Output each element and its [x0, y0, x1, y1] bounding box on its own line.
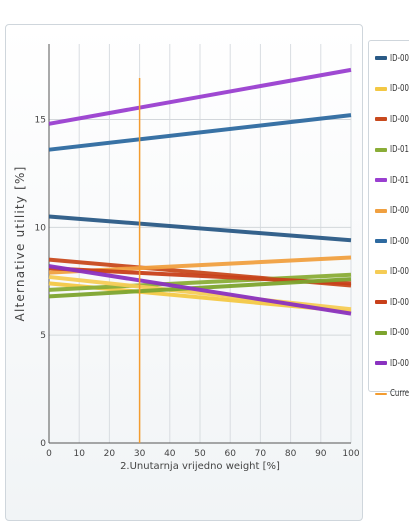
- y-tick-label: 10: [35, 223, 47, 233]
- x-axis-title: 2.Unutarnja vrijedno weight [%]: [120, 461, 280, 472]
- legend-swatch: [375, 269, 387, 274]
- legend-label: ID-009: [390, 205, 409, 216]
- series-line-id-011: [48, 67, 352, 126]
- series-line-id-005: [48, 214, 352, 243]
- x-tick-label: 40: [164, 449, 176, 459]
- x-tick-label: 60: [224, 449, 236, 459]
- legend-item-id-002: ID-002: [375, 356, 409, 370]
- legend-item-id-005: ID-005: [375, 51, 409, 65]
- legend-swatch: [375, 147, 387, 152]
- x-tick-label: 30: [134, 449, 146, 459]
- legend-item-id-011: ID-011: [375, 173, 409, 187]
- legend-swatch: [375, 208, 387, 213]
- legend-item-current: Current: [375, 387, 409, 401]
- legend-item-id-009: ID-009: [375, 204, 409, 218]
- legend-label: ID-008: [390, 266, 409, 277]
- legend-label: Current: [390, 388, 409, 399]
- legend-swatch: [375, 392, 387, 395]
- legend-swatch: [375, 86, 387, 91]
- legend-label: ID-011: [390, 174, 409, 186]
- legend-swatch: [375, 56, 387, 60]
- series-line-id-010: [48, 272, 352, 292]
- series-line-id-002: [48, 264, 352, 316]
- legend: ID-005 ID-003 ID-004 ID-010 ID-011 ID-009 ID-0…: [368, 40, 409, 399]
- legend-label: ID-003: [390, 83, 409, 94]
- legend-swatch: [375, 300, 387, 304]
- x-tick-label: 100: [342, 449, 359, 459]
- legend-item-id-001: ID-001: [375, 234, 409, 248]
- legend-swatch: [375, 330, 387, 335]
- x-tick-label: 10: [73, 449, 85, 459]
- x-tick-label: 80: [285, 449, 297, 459]
- axes: [48, 44, 351, 444]
- legend-label: ID-010: [390, 144, 409, 155]
- series-line-id-006: [48, 277, 352, 299]
- legend-item-id-008: ID-008: [375, 265, 409, 279]
- legend-label: ID-005: [390, 52, 409, 64]
- legend-swatch: [375, 361, 387, 365]
- series-line-id-001: [48, 113, 352, 152]
- x-tick-label: 0: [46, 449, 52, 459]
- legend-label: ID-006: [390, 327, 409, 338]
- x-tick-label: 50: [194, 449, 206, 459]
- x-tick-label: 90: [315, 449, 327, 459]
- legend-swatch: [375, 239, 387, 243]
- legend-label: ID-004: [390, 113, 409, 125]
- y-axis-title: Alternative utility [%]: [13, 166, 27, 322]
- legend-label: ID-001: [390, 235, 409, 247]
- legend-item-id-010: ID-010: [375, 143, 409, 157]
- legend-label: ID-007: [390, 296, 409, 308]
- y-tick-label: 5: [40, 331, 46, 341]
- legend-label: ID-002: [390, 357, 409, 369]
- legend-item-id-004: ID-004: [375, 112, 409, 126]
- y-tick-label: 15: [35, 115, 46, 125]
- series-layer: [48, 67, 352, 316]
- legend-swatch: [375, 178, 387, 182]
- x-tick-label: 20: [104, 449, 116, 459]
- legend-item-id-003: ID-003: [375, 82, 409, 96]
- legend-swatch: [375, 117, 387, 121]
- x-tick-label: 70: [255, 449, 267, 459]
- y-tick-label: 0: [40, 439, 46, 449]
- grid: [48, 44, 352, 444]
- legend-item-id-007: ID-007: [375, 295, 409, 309]
- tick-labels: 0 10 20 30 40 50 60 70 80 90 100 0 5 10 15: [35, 115, 360, 459]
- legend-item-id-006: ID-006: [375, 326, 409, 340]
